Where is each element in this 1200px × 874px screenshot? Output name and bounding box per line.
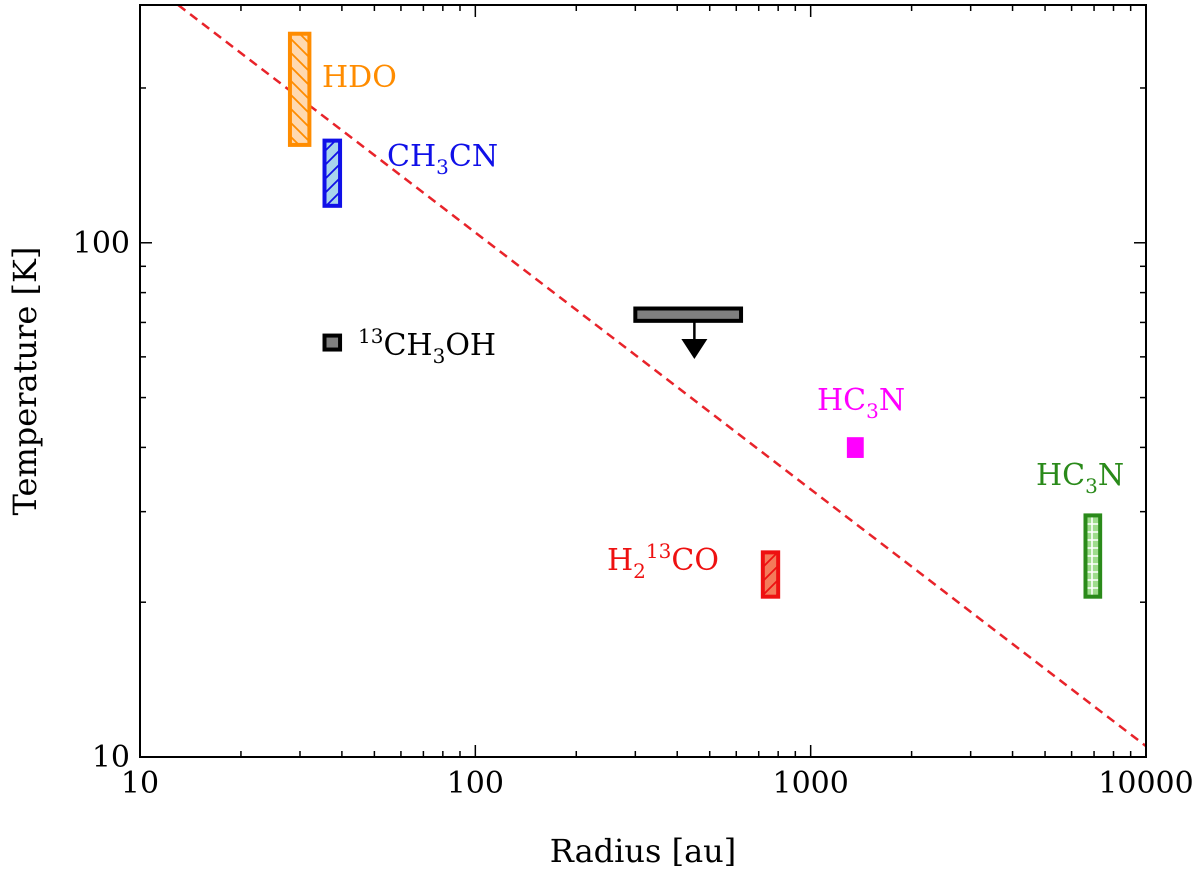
species-label-hdo: HDO: [322, 60, 397, 95]
y-tick-label: 10: [92, 740, 130, 775]
data-box-ch3cn: [322, 138, 343, 208]
species-labels: HDO CH3CN 13CH3OH H213CO HC3N HC3N: [322, 60, 1124, 583]
x-tick-label: 100: [447, 766, 504, 801]
x-tick-label: 10: [121, 766, 159, 801]
x-tick-label: 1000: [772, 766, 848, 801]
y-tick-label: 100: [73, 226, 130, 261]
species-label-hc3n-green: HC3N: [1036, 458, 1124, 498]
species-label-h213co: H213CO: [607, 539, 719, 583]
x-axis-label: Radius [au]: [550, 832, 736, 870]
data-box-hc3n-magenta: [846, 437, 864, 458]
species-label-13ch3oh: 13CH3OH: [358, 324, 496, 368]
upper-limit-arrow-head: [681, 339, 708, 360]
plot-area: [177, 5, 1146, 748]
data-box-hdo: [287, 31, 312, 147]
plot-frame: [139, 4, 1147, 758]
y-axis-label: Temperature [K]: [6, 247, 44, 516]
species-label-ch3cn: CH3CN: [387, 139, 498, 179]
data-box-13ch3oh: [322, 333, 343, 352]
axis-ticks: 10 100 1000 10000 10 100: [73, 5, 1194, 801]
temperature-profile-line: [177, 5, 1146, 748]
data-box-upper-limit: [633, 306, 744, 323]
data-box-hc3n-green: [1083, 513, 1103, 599]
data-box-h213co: [760, 550, 781, 599]
species-label-hc3n-magenta: HC3N: [817, 383, 905, 423]
x-tick-label: 10000: [1098, 766, 1193, 801]
